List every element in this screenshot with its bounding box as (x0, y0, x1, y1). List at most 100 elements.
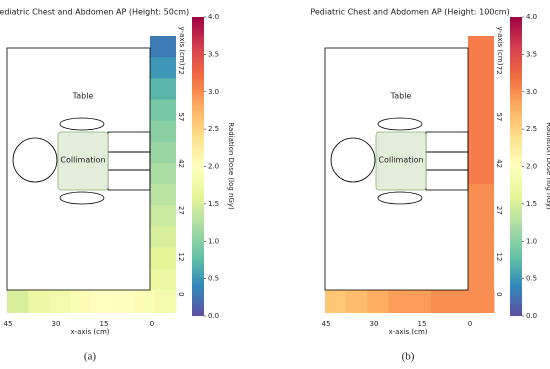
y-tick-label: 0 (495, 292, 503, 296)
colorbar-tick-label: 2.5 (526, 125, 537, 133)
collimation-label: Collimation (60, 156, 105, 165)
colorbar-tick-label: 0.5 (208, 275, 219, 283)
colorbar-tick-label: 1.5 (208, 200, 219, 208)
heat-cell (150, 99, 176, 122)
heat-cell (388, 290, 410, 313)
heat-cell (150, 120, 176, 143)
colorbar (192, 17, 204, 316)
heat-cell (409, 290, 432, 313)
heat-cell (28, 290, 50, 313)
x-tick-label: 30 (370, 320, 379, 328)
x-tick-label: 15 (418, 320, 427, 328)
colorbar-tick-label: 3.5 (208, 50, 219, 58)
colorbar-tick-label: 2.0 (208, 163, 219, 171)
heat-cell (468, 120, 494, 143)
heat-cell (150, 141, 176, 164)
colorbar-tick-label: 0.0 (208, 312, 219, 320)
arm (377, 117, 423, 131)
heat-cell (468, 226, 494, 249)
heat-cell (91, 290, 114, 313)
heat-cell (367, 290, 389, 313)
x-tick-label: 45 (321, 320, 330, 328)
heat-cell (150, 78, 176, 100)
heat-cell (49, 290, 71, 313)
colorbar-tick-label: 3.0 (526, 88, 537, 96)
y-tick-label: 12 (177, 253, 185, 262)
colorbar-tick-label: 3.5 (526, 50, 537, 58)
y-tick-label: 42 (495, 159, 503, 168)
colorbar-label: Radiation Dose (log nGy) (545, 122, 550, 210)
colorbar-tick-label: 1.0 (208, 237, 219, 245)
heat-cell (468, 268, 494, 291)
arm (59, 191, 105, 205)
x-axis-label: x-axis (cm) (70, 328, 109, 336)
y-axis-label: y-axis (cm) (496, 27, 504, 66)
heat-cell (70, 290, 92, 313)
y-tick-label: 0 (177, 292, 185, 296)
y-tick-label: 57 (177, 112, 185, 121)
heat-cell (150, 184, 176, 206)
heat-cell (468, 184, 494, 206)
x-axis-label: x-axis (cm) (388, 328, 427, 336)
arm (59, 117, 105, 131)
heat-cell (468, 57, 494, 79)
heat-cell (150, 205, 176, 227)
colorbar-tick-label: 4.0 (526, 13, 537, 21)
colorbar-tick-label: 0.0 (526, 312, 537, 320)
y-tick-label: 27 (495, 206, 503, 215)
heat-cell (150, 57, 176, 79)
colorbar-tick-label: 1.5 (526, 200, 537, 208)
heat-cell (150, 247, 176, 270)
colorbar-label: Radiation Dose (log nGy) (227, 122, 235, 210)
heat-cell (468, 99, 494, 122)
head (330, 137, 376, 183)
y-tick-label: 42 (177, 159, 185, 168)
y-tick-label: 72 (495, 66, 503, 75)
panel-label: (b) (402, 351, 415, 363)
collimation (57, 131, 109, 191)
x-tick-label: 15 (100, 320, 109, 328)
heat-cell (468, 141, 494, 164)
collimation (375, 131, 427, 191)
heat-cell (430, 290, 453, 313)
colorbar-tick-label: 4.0 (208, 13, 219, 21)
colorbar-tick-label: 2.5 (208, 125, 219, 133)
panel: Pediatric Chest and Abdomen AP (Height: … (0, 8, 235, 363)
heat-cell (468, 247, 494, 270)
colorbar-tick-label: 1.0 (526, 237, 537, 245)
y-tick-label: 27 (177, 206, 185, 215)
heat-cell (346, 290, 368, 313)
collimation-label: Collimation (378, 156, 423, 165)
heat-cell (468, 163, 494, 185)
heat-cell (472, 290, 495, 313)
y-tick-label: 57 (495, 112, 503, 121)
heat-cell (451, 290, 474, 313)
heat-cell (112, 290, 135, 313)
heat-cell (133, 290, 156, 313)
heat-cell (150, 36, 176, 58)
panel-title: Pediatric Chest and Abdomen AP (Height: … (310, 8, 509, 17)
y-axis-label: y-axis (cm) (178, 27, 186, 66)
colorbar-tick-label: 0.5 (526, 275, 537, 283)
y-tick-label: 12 (495, 253, 503, 262)
heat-cell (154, 290, 177, 313)
table-label: Table (72, 92, 94, 101)
x-tick-label: 45 (3, 320, 12, 328)
heat-cell (468, 36, 494, 58)
panel-label: (a) (84, 351, 97, 363)
table-label: Table (390, 92, 412, 101)
heat-cell (7, 290, 29, 313)
y-tick-label: 72 (177, 66, 185, 75)
panel-title: Pediatric Chest and Abdomen AP (Height: … (0, 8, 189, 17)
colorbar-tick-label: 2.0 (526, 163, 537, 171)
x-tick-label: 0 (468, 320, 472, 328)
heat-cell (150, 163, 176, 185)
x-tick-label: 0 (150, 320, 154, 328)
heat-cell (468, 78, 494, 100)
heat-cell (468, 205, 494, 227)
heat-cell (325, 290, 347, 313)
panel: Pediatric Chest and Abdomen AP (Height: … (310, 8, 550, 363)
x-tick-label: 30 (52, 320, 61, 328)
colorbar-tick-label: 3.0 (208, 88, 219, 96)
